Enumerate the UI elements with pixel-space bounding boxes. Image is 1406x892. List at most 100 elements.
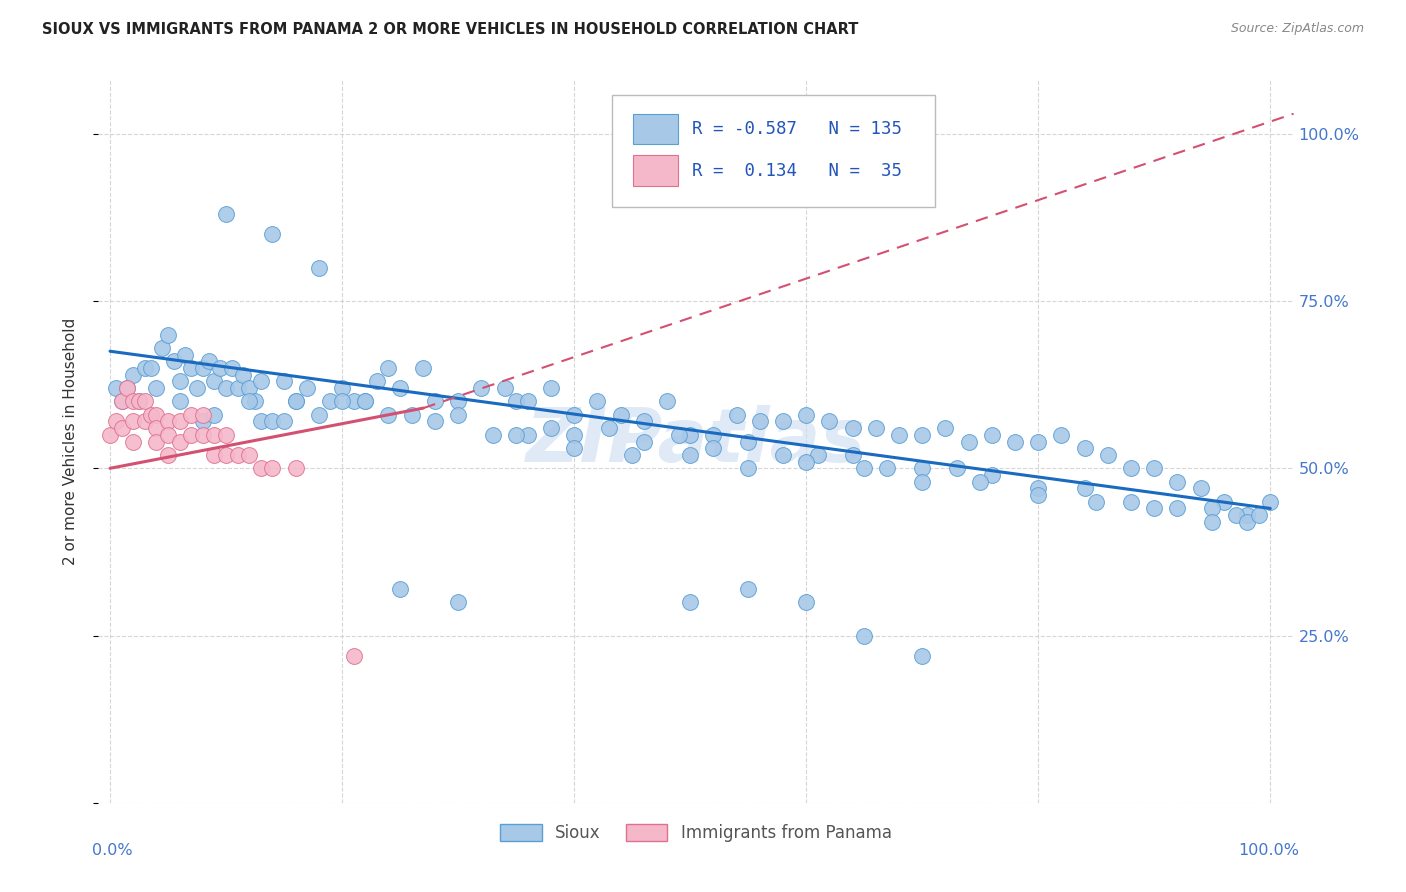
Point — [157, 327, 180, 342]
Point — [957, 434, 980, 449]
Point — [145, 434, 167, 449]
Point — [447, 394, 470, 409]
Point — [128, 394, 150, 409]
Point — [343, 648, 366, 663]
Point — [447, 595, 470, 609]
Point — [725, 408, 748, 422]
Point — [134, 361, 156, 376]
Point — [262, 414, 284, 429]
Point — [297, 381, 319, 395]
Point — [737, 434, 759, 449]
Point — [104, 414, 127, 429]
Point — [423, 394, 446, 409]
Point — [1143, 501, 1166, 516]
Point — [273, 375, 295, 389]
Point — [169, 434, 191, 449]
Point — [470, 381, 492, 395]
Point — [157, 427, 180, 442]
Point — [1073, 442, 1095, 455]
Point — [191, 361, 214, 376]
Point — [157, 414, 180, 429]
Text: SIOUX VS IMMIGRANTS FROM PANAMA 2 OR MORE VEHICLES IN HOUSEHOLD CORRELATION CHAR: SIOUX VS IMMIGRANTS FROM PANAMA 2 OR MOR… — [42, 22, 859, 37]
Point — [655, 394, 678, 409]
Point — [505, 427, 527, 442]
Point — [150, 341, 173, 355]
Point — [330, 381, 353, 395]
Point — [853, 628, 876, 642]
Point — [122, 368, 145, 382]
Point — [215, 448, 238, 462]
Text: ZIPatlas: ZIPatlas — [526, 405, 866, 478]
Point — [1004, 434, 1026, 449]
Point — [934, 421, 956, 435]
Point — [330, 394, 353, 409]
Point — [117, 381, 139, 395]
FancyBboxPatch shape — [633, 155, 678, 186]
Point — [284, 394, 307, 409]
Point — [1085, 494, 1108, 508]
Point — [128, 394, 150, 409]
Point — [197, 354, 219, 368]
Point — [794, 595, 817, 609]
Point — [540, 421, 562, 435]
Point — [586, 394, 609, 409]
Point — [204, 375, 226, 389]
Point — [139, 361, 162, 376]
Point — [139, 408, 162, 422]
Point — [1189, 482, 1212, 496]
Point — [215, 207, 238, 221]
Point — [969, 475, 991, 489]
Point — [366, 375, 388, 389]
Point — [169, 394, 191, 409]
Text: R =  0.134   N =  35: R = 0.134 N = 35 — [692, 161, 903, 179]
Point — [180, 408, 202, 422]
Point — [134, 394, 156, 409]
Point — [209, 361, 232, 376]
Point — [122, 434, 145, 449]
Point — [1050, 427, 1073, 442]
Text: 100.0%: 100.0% — [1239, 843, 1299, 857]
Point — [104, 381, 127, 395]
Point — [226, 448, 249, 462]
Point — [111, 394, 134, 409]
Point — [679, 595, 702, 609]
Point — [633, 414, 655, 429]
Point — [482, 427, 505, 442]
Point — [389, 582, 412, 596]
Point — [308, 260, 330, 275]
Point — [180, 427, 202, 442]
Point — [354, 394, 377, 409]
Point — [1026, 488, 1049, 502]
Point — [1212, 494, 1234, 508]
Point — [772, 448, 794, 462]
Point — [232, 368, 254, 382]
Point — [679, 187, 702, 202]
Point — [111, 421, 134, 435]
Point — [1119, 494, 1142, 508]
Point — [702, 427, 724, 442]
Point — [134, 414, 156, 429]
Point — [807, 448, 830, 462]
Point — [319, 394, 342, 409]
Point — [1026, 434, 1049, 449]
Point — [1225, 508, 1247, 523]
Point — [308, 408, 330, 422]
Point — [505, 394, 527, 409]
Point — [221, 361, 243, 376]
Point — [117, 381, 139, 395]
Text: 0.0%: 0.0% — [93, 843, 134, 857]
Point — [794, 408, 817, 422]
Point — [145, 381, 167, 395]
Point — [516, 427, 538, 442]
Point — [1201, 501, 1223, 516]
Point — [169, 375, 191, 389]
Point — [911, 427, 934, 442]
Point — [841, 448, 863, 462]
Point — [679, 427, 702, 442]
Point — [1097, 448, 1119, 462]
Point — [284, 461, 307, 475]
Point — [1166, 475, 1188, 489]
Point — [145, 408, 167, 422]
Point — [191, 427, 214, 442]
Point — [865, 421, 887, 435]
